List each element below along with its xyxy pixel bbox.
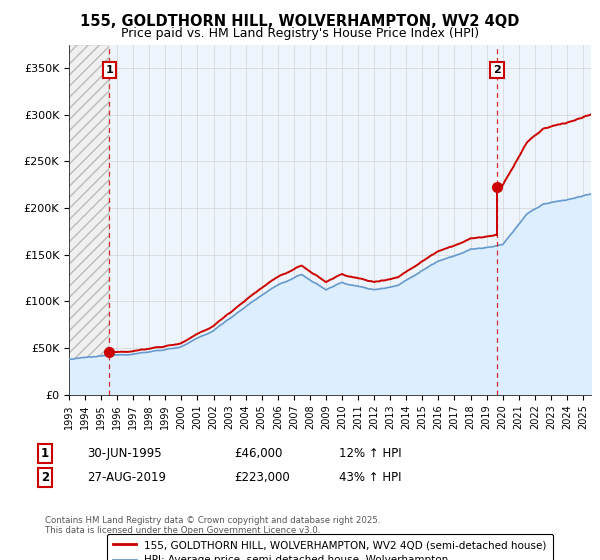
Text: Contains HM Land Registry data © Crown copyright and database right 2025.
This d: Contains HM Land Registry data © Crown c…	[45, 516, 380, 535]
Text: 2: 2	[41, 470, 49, 484]
Text: 1: 1	[41, 447, 49, 460]
Text: 43% ↑ HPI: 43% ↑ HPI	[339, 470, 401, 484]
Text: 2: 2	[493, 65, 501, 75]
Text: 1: 1	[105, 65, 113, 75]
Text: 27-AUG-2019: 27-AUG-2019	[87, 470, 166, 484]
Text: Price paid vs. HM Land Registry's House Price Index (HPI): Price paid vs. HM Land Registry's House …	[121, 27, 479, 40]
Text: 12% ↑ HPI: 12% ↑ HPI	[339, 447, 401, 460]
Text: 155, GOLDTHORN HILL, WOLVERHAMPTON, WV2 4QD: 155, GOLDTHORN HILL, WOLVERHAMPTON, WV2 …	[80, 14, 520, 29]
Text: £223,000: £223,000	[234, 470, 290, 484]
Bar	[69, 45, 109, 395]
Legend: 155, GOLDTHORN HILL, WOLVERHAMPTON, WV2 4QD (semi-detached house), HPI: Average : 155, GOLDTHORN HILL, WOLVERHAMPTON, WV2 …	[107, 534, 553, 560]
Text: £46,000: £46,000	[234, 447, 283, 460]
Text: 30-JUN-1995: 30-JUN-1995	[87, 447, 161, 460]
